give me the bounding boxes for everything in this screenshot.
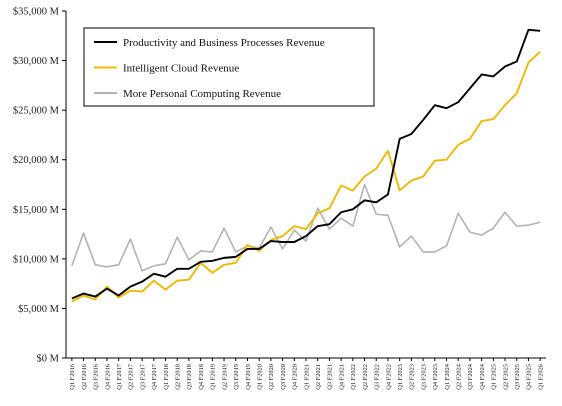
x-tick-label: Q2 F2016 [81,364,88,390]
x-tick-label: Q3 F2018 [186,364,193,390]
x-tick-label: Q1 F2019 [210,364,217,390]
y-tick-label: $30,000 M [13,56,60,67]
x-tick-label: Q1 F2022 [350,364,357,390]
x-tick-label: Q1 F2025 [491,364,498,390]
x-tick-label: Q1 F2016 [69,364,76,390]
x-tick-label: Q3 F2020 [280,364,287,390]
y-tick-label: $20,000 M [13,155,60,166]
legend-label: More Personal Computing Revenue [123,88,281,100]
x-tick-label: Q4 F2020 [292,364,299,390]
y-tick-label: $15,000 M [13,205,60,216]
x-tick-label: Q1 F2017 [116,363,123,390]
x-tick-label: Q4 F2023 [432,364,439,390]
x-tick-label: Q1 F2021 [303,364,310,390]
x-tick-label: Q2 F2023 [409,364,416,390]
x-tick-label: Q1 F2018 [163,364,170,390]
x-tick-label: Q2 F2024 [455,363,462,390]
x-tick-label: Q3 F2017 [139,363,146,390]
x-tick-label: Q1 F2026 [537,364,544,390]
x-tick-label: Q2 F2017 [128,363,135,390]
x-tick-label: Q1 F2020 [256,364,263,390]
x-tick-label: Q2 F2022 [362,364,369,390]
series-line-2 [71,183,541,272]
series-lines [71,28,541,303]
x-tick-label: Q2 F2019 [221,364,228,390]
legend-label: Intelligent Cloud Revenue [123,62,239,74]
legend-label: Productivity and Business Processes Reve… [123,37,325,49]
legend-box [83,27,375,107]
y-tick-label: $35,000 M [13,7,60,18]
legend: Productivity and Business Processes Reve… [83,27,375,107]
x-tick-label: Q4 F2016 [104,364,111,390]
y-tick-labels: $0 M $5,000 M $10,000 M $15,000 M $20,000 M $… [13,7,66,365]
x-tick-label: Q1 F2024 [444,363,451,390]
x-tick-label: Q3 F2024 [467,363,474,390]
x-tick-label: Q2 F2025 [502,364,509,390]
x-tick-label: Q2 F2020 [268,364,275,390]
x-tick-label: Q4 F2024 [479,363,486,390]
x-tick-label: Q4 F2021 [338,364,345,390]
y-tick-label: $25,000 M [13,106,60,117]
x-tick-label: Q2 F2021 [315,364,322,390]
x-tick-label: Q3 F2021 [327,364,334,390]
series-line-1 [71,50,541,303]
x-tick-label: Q3 F2016 [93,364,100,390]
x-tick-labels: Q1 F2016 Q2 F2016 Q3 F2016 Q4 F2016 Q1 F2017… [69,358,544,390]
x-tick-label: Q4 F2025 [526,364,533,390]
x-tick-label: Q4 F2019 [245,364,252,390]
x-tick-label: Q1 F2023 [397,364,404,390]
x-tick-label: Q2 F2018 [175,364,182,390]
y-tick-label: $10,000 M [13,254,60,265]
x-tick-label: Q3 F2025 [514,364,521,390]
x-tick-label: Q4 F2018 [198,364,205,390]
series-line-0 [71,28,541,300]
x-tick-label: Q4 F2017 [151,363,158,390]
x-tick-label: Q4 F2022 [385,364,392,390]
x-tick-label: Q3 F2019 [233,364,240,390]
y-tick-label: $5,000 M [18,304,60,315]
x-tick-label: Q3 F2023 [420,364,427,390]
y-tick-label: $0 M [37,354,60,365]
x-tick-label: Q3 F2022 [374,364,381,390]
